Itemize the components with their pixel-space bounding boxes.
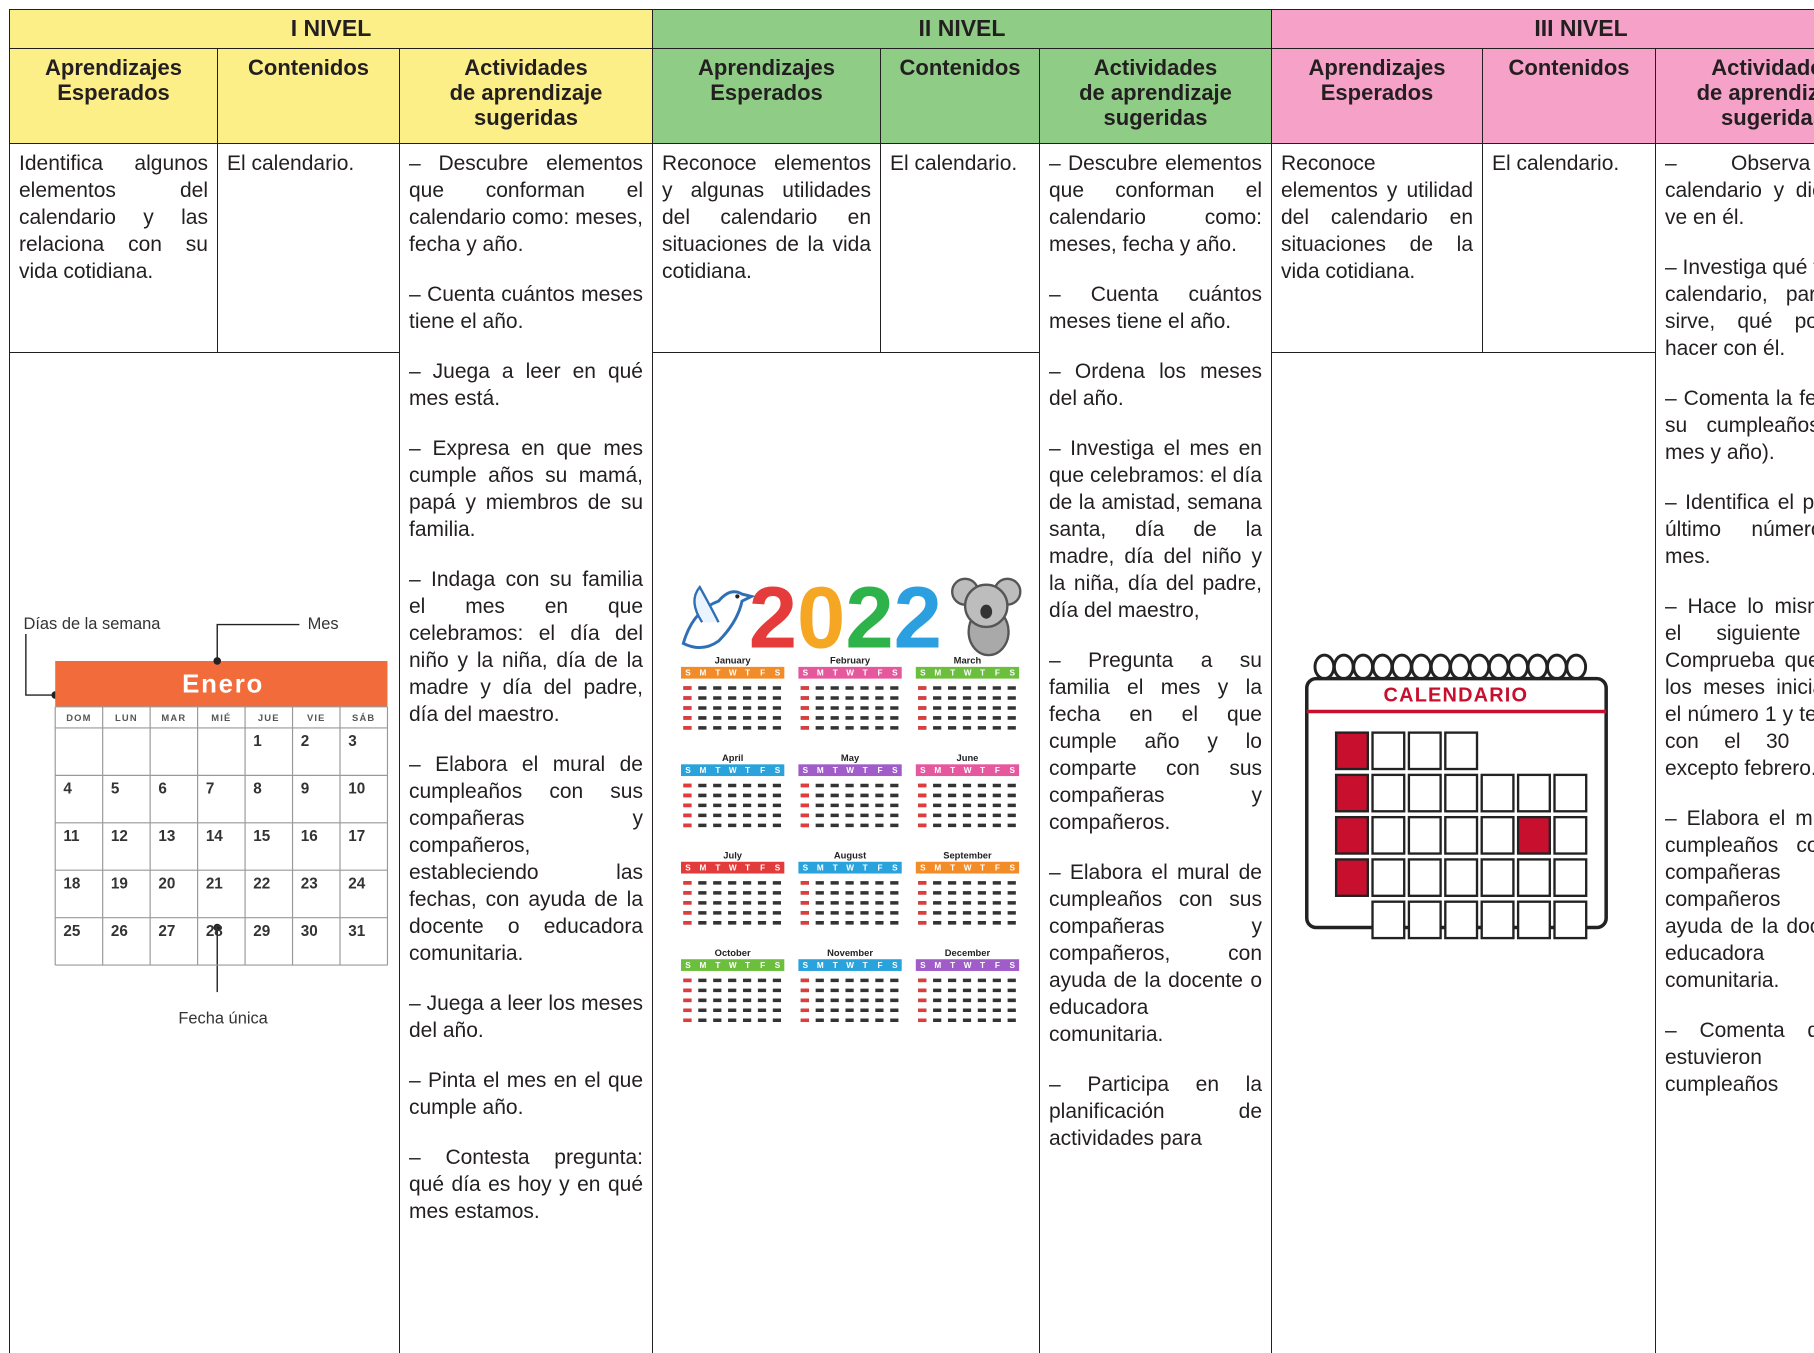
- activity: – Investiga el mes en que celebramos: el…: [1049, 437, 1262, 622]
- column-header: Contenidos: [217, 48, 400, 144]
- activity: – Descubre elementos que conforman el ca…: [1049, 152, 1262, 256]
- activity: – Cuenta cuántos meses tiene el año.: [1049, 283, 1262, 333]
- column-header: Aprendizajes Esperados: [1271, 48, 1483, 144]
- activity: – Comenta quienes estuvieron de cumpleañ…: [1665, 1019, 1814, 1096]
- aprendizajes-cell: Reconoce elementos y algunas utilidades …: [652, 143, 881, 353]
- actividades-cell: – Observa el calendario y dice que ve en…: [1655, 143, 1814, 1353]
- activity: – Elabora el mural de cumpleaños con sus…: [1665, 807, 1814, 992]
- activity: – Descubre elementos que conforman el ca…: [409, 152, 643, 256]
- column-header: Aprendizajes Esperados: [652, 48, 881, 144]
- column-header: Actividades de aprendizaje sugeridas: [399, 48, 653, 144]
- activity: – Expresa en que mes cumple años su mamá…: [409, 437, 643, 541]
- level-header: I NIVEL: [9, 9, 653, 49]
- level-header: II NIVEL: [652, 9, 1272, 49]
- illustration-cell: [652, 352, 1040, 1353]
- activity: – Comenta la fecha de su cumpleaños (día…: [1665, 387, 1814, 464]
- activity: – Hace lo mismo con el siguiente mes. Co…: [1665, 595, 1814, 780]
- aprendizajes-cell: Identifica algunos elementos del calenda…: [9, 143, 218, 353]
- activity: – Juega a leer en qué mes está.: [409, 360, 643, 410]
- column-header: Aprendizajes Esperados: [9, 48, 218, 144]
- activity: – Elabora el mural de cumpleaños con sus…: [1049, 861, 1262, 1046]
- column-header: Actividades de aprendizaje sugeridas: [1655, 48, 1814, 144]
- activity: – Pinta el mes en el que cumple año.: [409, 1069, 643, 1119]
- activity: – Cuenta cuántos meses tiene el año.: [409, 283, 643, 333]
- activity: – Pregunta a su familia el mes y la fech…: [1049, 649, 1262, 834]
- contenidos-cell: El calendario.: [217, 143, 400, 353]
- column-header: Actividades de aprendizaje sugeridas: [1039, 48, 1272, 144]
- column-header: Contenidos: [1482, 48, 1656, 144]
- contenidos-cell: El calendario.: [880, 143, 1040, 353]
- activity: – Observa el calendario y dice que ve en…: [1665, 152, 1814, 229]
- activity: – Participa en la planificación de activ…: [1049, 1073, 1262, 1150]
- actividades-cell: – Descubre elementos que conforman el ca…: [1039, 143, 1272, 1353]
- column-header: Contenidos: [880, 48, 1040, 144]
- activity: – Elabora el mural de cumpleaños con sus…: [409, 753, 643, 965]
- illustration-cell: [1271, 352, 1656, 1353]
- actividades-cell: – Descubre elementos que conforman el ca…: [399, 143, 653, 1353]
- aprendizajes-cell: Reconoce elementos y utilidad del calend…: [1271, 143, 1483, 353]
- activity: – Contesta pregunta: qué día es hoy y en…: [409, 1146, 643, 1223]
- activity: – Ordena los meses del año.: [1049, 360, 1262, 410]
- activity: – Indaga con su familia el mes en que ce…: [409, 568, 643, 726]
- contenidos-cell: El calendario.: [1482, 143, 1656, 353]
- illustration-cell: [9, 352, 400, 1353]
- level-header: III NIVEL: [1271, 9, 1814, 49]
- activity: – Identifica el primer y último número d…: [1665, 491, 1814, 568]
- activity: – Juega a leer los meses del año.: [409, 992, 643, 1042]
- activity: – Investiga qué tiene el calendario, par…: [1665, 256, 1814, 360]
